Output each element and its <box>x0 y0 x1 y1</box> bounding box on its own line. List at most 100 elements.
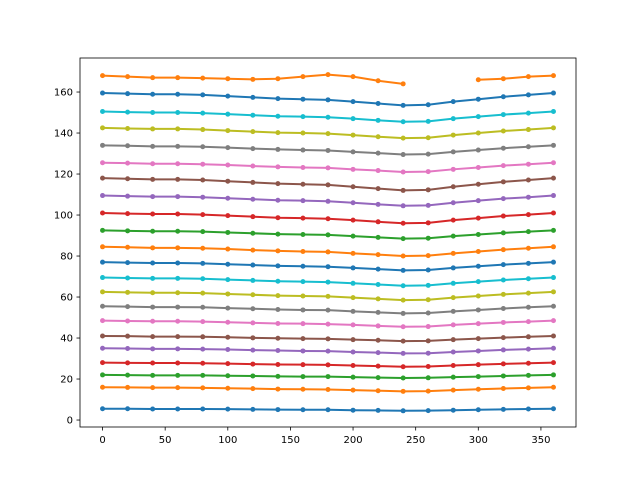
point <box>350 132 356 138</box>
point <box>275 386 281 392</box>
point <box>475 181 481 187</box>
point <box>150 176 156 182</box>
y-tick-label: 100 <box>54 211 73 222</box>
point <box>450 374 456 380</box>
point <box>400 310 406 316</box>
y-tick-label: 20 <box>60 375 73 386</box>
point <box>125 406 131 412</box>
point <box>200 290 206 296</box>
point <box>150 161 156 167</box>
point <box>150 194 156 200</box>
point <box>500 247 506 253</box>
point <box>300 74 306 80</box>
point <box>325 232 331 238</box>
point <box>300 386 306 392</box>
point <box>100 318 106 324</box>
point <box>500 213 506 219</box>
x-tick-label: 250 <box>406 435 425 446</box>
point <box>175 126 181 132</box>
point <box>500 373 506 379</box>
point <box>175 245 181 251</box>
point <box>250 292 256 298</box>
point <box>450 308 456 314</box>
point <box>250 262 256 268</box>
point <box>250 146 256 152</box>
point <box>475 279 481 285</box>
point <box>125 360 131 366</box>
point <box>225 128 231 134</box>
point <box>550 384 556 390</box>
point <box>250 373 256 379</box>
point <box>150 75 156 81</box>
point <box>375 363 381 369</box>
point <box>500 145 506 151</box>
point <box>175 75 181 81</box>
point <box>375 101 381 107</box>
point <box>400 187 406 193</box>
point <box>275 197 281 203</box>
point <box>100 193 106 199</box>
point <box>175 275 181 281</box>
point <box>475 215 481 221</box>
point <box>300 130 306 136</box>
point <box>125 345 131 351</box>
point <box>475 198 481 204</box>
point <box>225 76 231 82</box>
point <box>175 143 181 149</box>
point <box>200 385 206 391</box>
point <box>550 175 556 181</box>
point <box>525 319 531 325</box>
point <box>525 372 531 378</box>
point <box>100 406 106 412</box>
point <box>425 169 431 175</box>
point <box>225 93 231 99</box>
x-tick-label: 0 <box>99 435 105 446</box>
point <box>325 407 331 413</box>
point <box>175 334 181 340</box>
point <box>400 236 406 242</box>
point <box>250 214 256 220</box>
point <box>100 275 106 281</box>
point <box>125 275 131 281</box>
point <box>350 407 356 413</box>
point <box>250 196 256 202</box>
point <box>525 212 531 218</box>
point <box>525 304 531 310</box>
point <box>275 348 281 354</box>
point <box>275 181 281 187</box>
point <box>450 184 456 190</box>
point <box>225 319 231 325</box>
point <box>450 116 456 122</box>
point <box>225 229 231 235</box>
point <box>450 250 456 256</box>
point <box>375 201 381 207</box>
point <box>250 76 256 82</box>
point <box>300 181 306 187</box>
point <box>375 309 381 315</box>
point <box>200 75 206 81</box>
point <box>250 129 256 135</box>
point <box>425 282 431 288</box>
point <box>550 318 556 324</box>
point <box>175 304 181 310</box>
point <box>175 318 181 324</box>
point <box>300 164 306 170</box>
point <box>100 345 106 351</box>
point <box>175 176 181 182</box>
point <box>150 228 156 234</box>
point <box>225 334 231 340</box>
point <box>475 147 481 153</box>
point <box>525 385 531 391</box>
x-tick-label: 350 <box>531 435 550 446</box>
point <box>300 96 306 102</box>
point <box>150 126 156 132</box>
point <box>450 99 456 105</box>
point <box>500 277 506 283</box>
point <box>475 263 481 269</box>
point <box>275 164 281 170</box>
point <box>350 322 356 328</box>
point <box>475 114 481 120</box>
point <box>325 131 331 137</box>
point <box>350 233 356 239</box>
point <box>425 310 431 316</box>
